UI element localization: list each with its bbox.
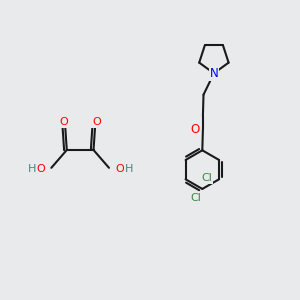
Text: Cl: Cl <box>190 193 201 203</box>
Text: O: O <box>92 117 101 127</box>
Text: N: N <box>209 67 218 80</box>
Text: H: H <box>28 164 36 174</box>
Text: O: O <box>191 123 200 136</box>
Text: O: O <box>116 164 124 174</box>
Text: H: H <box>124 164 133 174</box>
Text: O: O <box>36 164 45 174</box>
Text: Cl: Cl <box>201 173 212 183</box>
Text: O: O <box>59 117 68 127</box>
